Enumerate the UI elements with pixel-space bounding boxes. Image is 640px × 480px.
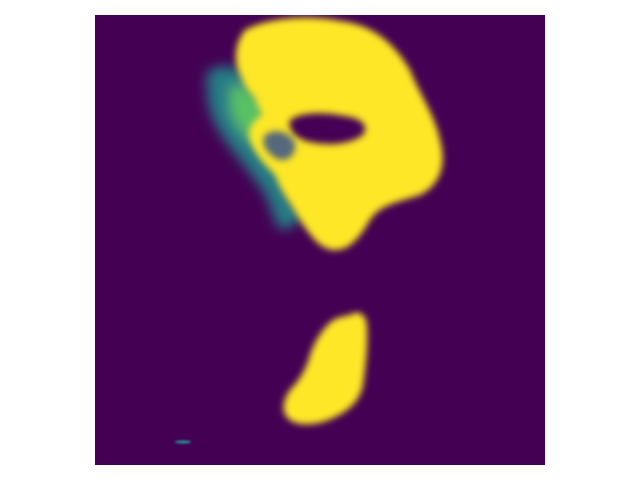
speck (175, 440, 191, 444)
upper-region-hole (263, 113, 366, 161)
lower-region (283, 312, 368, 425)
heatmap-image (95, 15, 545, 465)
heatmap-svg (95, 15, 545, 465)
